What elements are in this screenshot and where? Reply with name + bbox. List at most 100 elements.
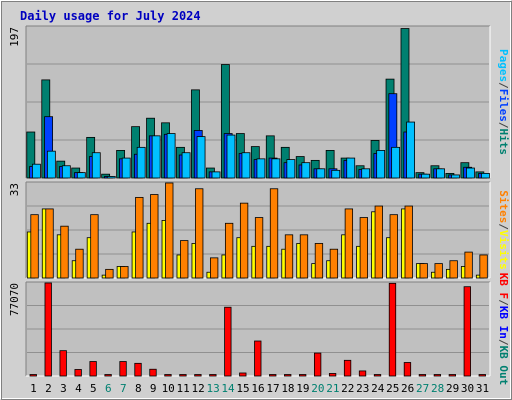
bar-pages (241, 152, 251, 179)
bar-pages (46, 150, 56, 179)
x-tick-label: 29 (446, 382, 459, 395)
x-tick-label: 28 (431, 382, 444, 395)
bar-pages (406, 121, 415, 179)
bar-sites (299, 234, 309, 279)
bar-sites (135, 196, 144, 279)
bar-kb-f (179, 374, 187, 377)
bar-pages (316, 168, 326, 179)
x-tick-label: 10 (162, 382, 175, 395)
bar-kb-f (313, 352, 322, 377)
bar-pages (76, 172, 86, 179)
bar-pages (151, 135, 161, 179)
bar-pages (226, 134, 236, 179)
bar-kb-f (59, 350, 67, 377)
panel-visits-sites: 33 Sites/Visits (8, 181, 510, 279)
bar-kb-f (388, 282, 397, 377)
bar-sites (150, 194, 159, 279)
bar-kb-f (134, 362, 142, 377)
x-tick-label: 9 (150, 382, 157, 395)
x-tick-label: 2 (45, 382, 52, 395)
bar-sites (75, 248, 84, 279)
x-tick-label: 7 (120, 382, 127, 395)
x-tick-label: 5 (90, 382, 97, 395)
bar-kb-f (403, 362, 412, 377)
x-tick-label: 23 (356, 382, 369, 395)
bar-kb-f (194, 374, 202, 377)
bar-kb-f (224, 306, 232, 377)
bar-sites (419, 263, 428, 279)
bar-kb-f (448, 374, 457, 377)
x-tick-label: 17 (266, 382, 279, 395)
bar-sites (30, 214, 39, 279)
bar-pages (61, 165, 71, 179)
x-tick-label: 15 (236, 382, 249, 395)
bar-pages (391, 146, 401, 179)
bar-kb-f (373, 374, 382, 377)
bar-sites (90, 214, 99, 279)
bar-pages (32, 163, 41, 179)
bar-pages (181, 152, 191, 179)
bar-sites (254, 217, 264, 279)
series-axis-label: Pages/Files/Hits (497, 49, 510, 155)
bar-pages (436, 168, 445, 179)
x-tick-label: 6 (105, 382, 112, 395)
bar-kb-f (269, 374, 277, 377)
bar-sites (449, 260, 458, 279)
bar-sites (105, 268, 114, 279)
series-axis-label-part: KB Out (497, 346, 510, 386)
chart-title: Daily usage for July 2024 (20, 9, 201, 23)
x-tick-label: 13 (206, 382, 219, 395)
bar-pages (121, 157, 131, 179)
bar-sites (329, 248, 339, 279)
bar-pages (301, 162, 311, 179)
bar-kb-f (209, 374, 217, 377)
panel-bars (26, 182, 488, 279)
bar-sites (165, 182, 174, 279)
bar-sites (344, 208, 354, 279)
bar-kb-f (433, 374, 442, 377)
bar-sites (359, 217, 368, 279)
x-tick-label: 1 (30, 382, 37, 395)
bar-sites (180, 240, 189, 279)
x-axis-labels: 1 2 3 4 5 6 7 8 9 10 11 12 13 14 15 16 17 18 19 20 21 22 23 24 2… (30, 382, 489, 395)
bar-kb-f (343, 359, 352, 377)
x-tick-label: 26 (401, 382, 414, 395)
bar-kb-f (328, 373, 337, 377)
x-tick-label: 8 (135, 382, 142, 395)
x-tick-label: 16 (251, 382, 264, 395)
series-axis-label-part: Sites (497, 190, 510, 223)
bar-kb-f (74, 369, 82, 377)
bar-sites (374, 205, 383, 279)
bar-sites (434, 263, 443, 279)
bar-pages (166, 133, 176, 179)
bar-kb-f (89, 361, 97, 377)
bar-pages (331, 169, 341, 179)
bar-pages (421, 173, 430, 179)
bar-sites (479, 254, 488, 279)
x-tick-label: 30 (461, 382, 474, 395)
bar-sites (120, 266, 129, 279)
bar-sites (269, 188, 279, 279)
bar-pages (91, 152, 101, 179)
bar-kb-f (104, 374, 112, 377)
bar-pages (286, 159, 296, 179)
x-tick-label: 31 (476, 382, 489, 395)
y-max-label: 77070 (8, 283, 21, 316)
bar-pages (451, 174, 460, 179)
bar-kb-f (44, 282, 52, 377)
series-axis-label-part: / (497, 82, 510, 89)
bar-pages (361, 168, 371, 179)
x-tick-label: 20 (311, 382, 324, 395)
x-tick-label: 24 (371, 382, 385, 395)
x-tick-label: 21 (326, 382, 339, 395)
y-max-label: 33 (8, 183, 21, 196)
series-axis-label: KB F/KB In/KB Out (497, 273, 510, 386)
bar-sites (389, 214, 398, 279)
series-axis-label-part: KB In (497, 306, 510, 339)
bar-sites (464, 251, 473, 279)
x-tick-label: 27 (416, 382, 429, 395)
series-axis-label-part: KB F (497, 273, 510, 300)
bar-sites (195, 188, 204, 279)
